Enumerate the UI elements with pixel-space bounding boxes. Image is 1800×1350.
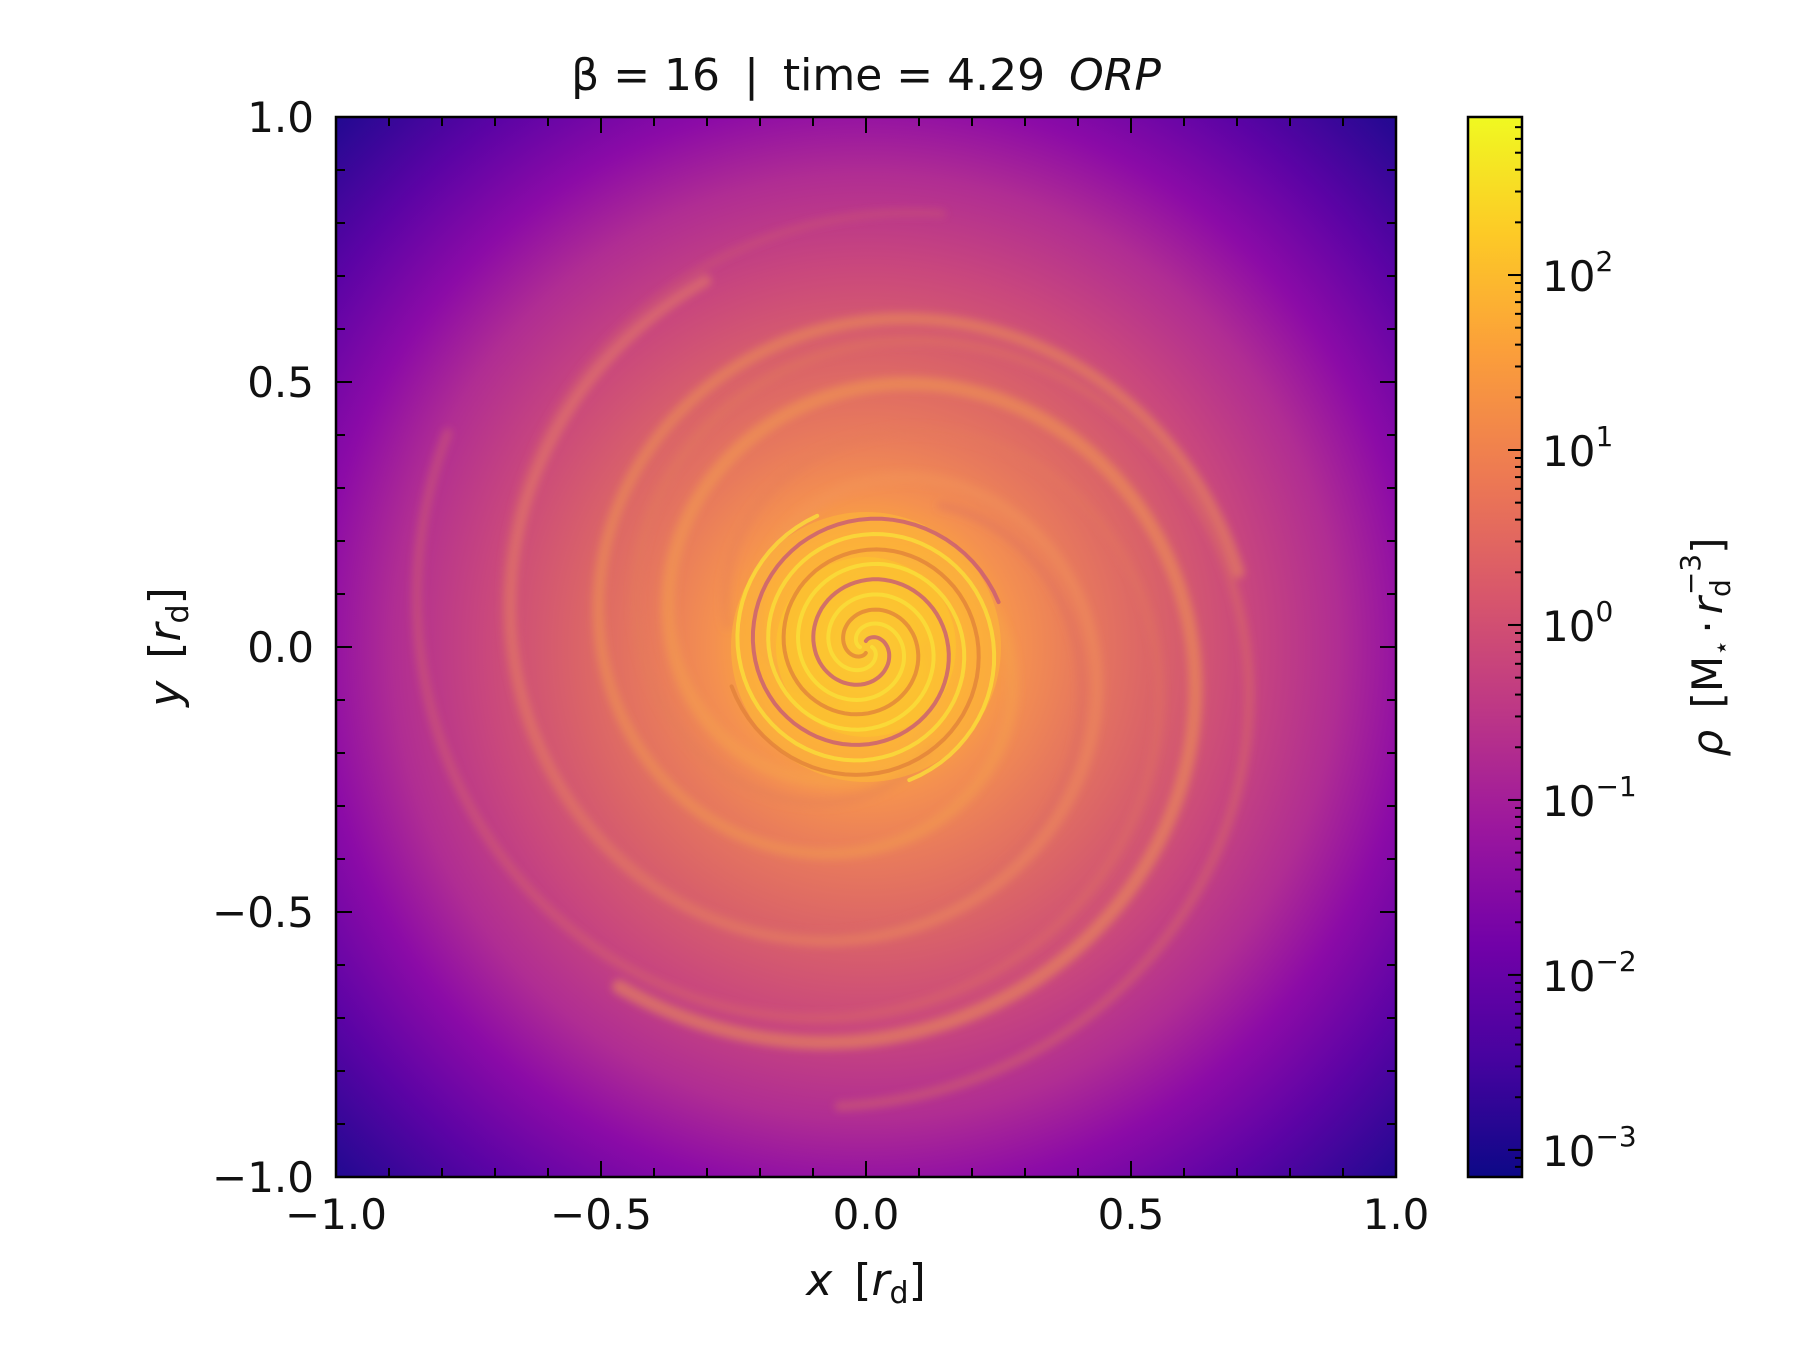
core-spiral-arm [729, 547, 981, 777]
colorbar-frame [1466, 115, 1524, 1179]
colorbar-tick-label: 101 [1542, 420, 1613, 476]
chart-title: β = 16 | time = 4.29 ORP [571, 50, 1161, 101]
core-spiral-arm [750, 516, 1001, 747]
x-tick-label: 0.5 [1098, 1190, 1165, 1239]
y-axis-ticks [336, 116, 1396, 1178]
colorbar-tick-label: 102 [1542, 245, 1613, 301]
colorbar-ticks [1508, 116, 1522, 1178]
spiral-arm [500, 208, 1086, 940]
y-tick-label: −1.0 [212, 1153, 314, 1202]
colorbar-tick-label: 100 [1542, 595, 1613, 651]
colorbar-label: ρ [M⋆·rd−3] [1674, 537, 1737, 756]
y-tick-label: −0.5 [212, 888, 314, 937]
core-spiral-arm [766, 531, 997, 783]
spiral-arm [411, 425, 1165, 1024]
y-tick-label: 0.0 [247, 623, 314, 672]
spiral-arm [630, 335, 1254, 1112]
x-axis-label: x [rd] [804, 1255, 926, 1311]
y-tick-label: 0.5 [247, 358, 314, 407]
x-axis-ticks [335, 117, 1397, 1177]
x-tick-label: 0.0 [833, 1190, 900, 1239]
x-tick-label: −1.0 [285, 1190, 387, 1239]
y-tick-label: 1.0 [247, 93, 314, 142]
colorbar-tick-label: 10−3 [1542, 1120, 1637, 1176]
colorbar-tick-label: 10−1 [1542, 770, 1637, 826]
y-axis-label: y [rd] [140, 587, 196, 709]
core-spiral [729, 512, 1001, 783]
colorbar-tick-labels: 10−3 10−2 10−1 100 101 102 [1542, 245, 1637, 1176]
x-axis-tick-labels: −1.0 −0.5 0.0 0.5 1.0 [285, 1190, 1429, 1239]
x-tick-label: 1.0 [1363, 1190, 1430, 1239]
core-spiral-arm [735, 513, 967, 763]
colorbar [1468, 117, 1522, 1177]
colorbar-tick-label: 10−2 [1542, 945, 1637, 1001]
heatmap-image [336, 117, 1396, 1177]
x-tick-label: −0.5 [550, 1190, 652, 1239]
core-inner-glow [776, 557, 956, 737]
y-axis-tick-labels: −1.0 −0.5 0.0 0.5 1.0 [212, 93, 314, 1202]
